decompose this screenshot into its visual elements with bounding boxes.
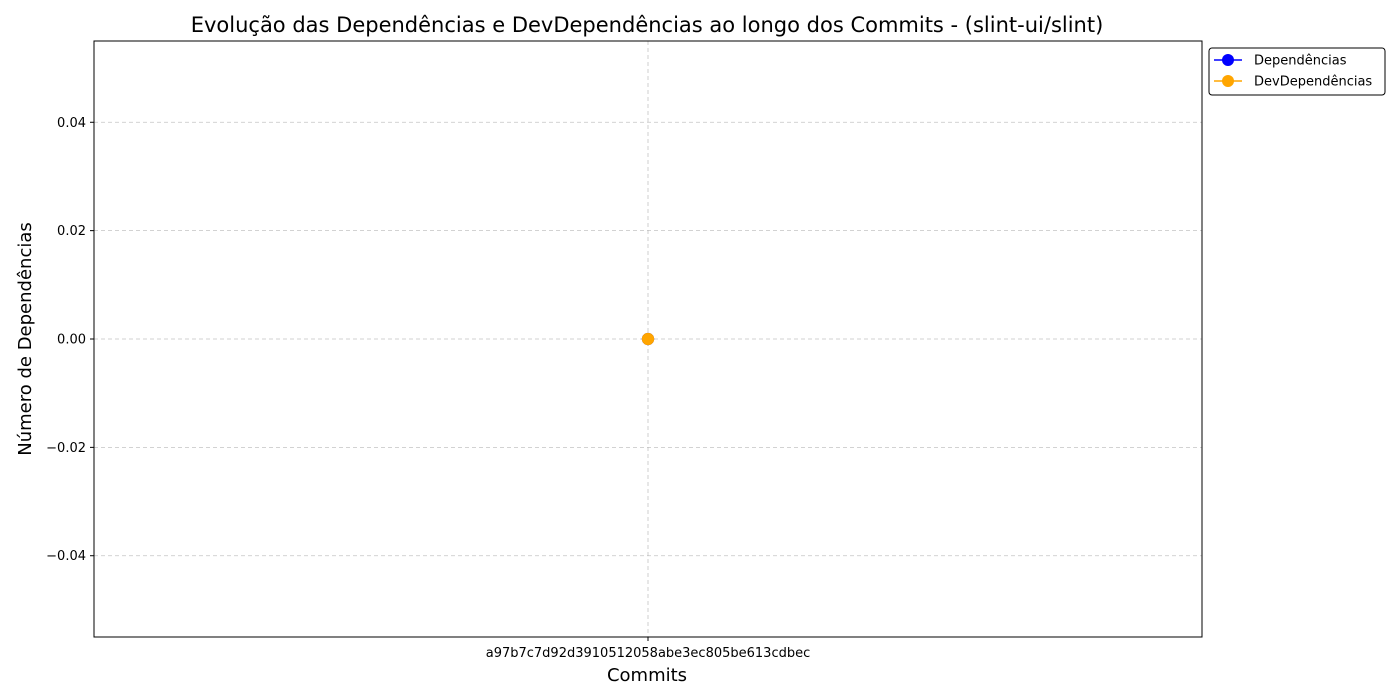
- y-tick-label: −0.04: [46, 549, 86, 564]
- x-axis-title: Commits: [607, 665, 687, 686]
- axes-layer: −0.04 −0.02 0.00 0.02 0.04 a97b7c7d92d3910512…: [46, 40, 1203, 661]
- y-tick-label: 0.00: [57, 333, 86, 348]
- plot-frame: [93, 40, 1203, 638]
- legend-marker-0: [1222, 54, 1234, 66]
- y-tick-label: 0.04: [57, 116, 86, 131]
- y-axis-title: Número de Dependências: [15, 222, 36, 456]
- series-layer: [641, 332, 655, 346]
- legend: Dependências DevDependências: [1208, 47, 1386, 96]
- legend-label-0: Dependências: [1254, 54, 1347, 69]
- legend-label-1: DevDependências: [1254, 75, 1372, 90]
- legend-entries: Dependências DevDependências: [1214, 54, 1372, 90]
- y-tick-label: −0.02: [46, 441, 86, 456]
- legend-marker-1: [1222, 75, 1234, 87]
- series-point-1: [641, 332, 655, 346]
- x-tick-label: a97b7c7d92d3910512058abe3ec805be613cdbec: [486, 646, 811, 661]
- chart-title: Evolução das Dependências e DevDependênc…: [191, 13, 1104, 37]
- y-tick-label: 0.02: [57, 224, 86, 239]
- legend-frame: [1208, 47, 1386, 96]
